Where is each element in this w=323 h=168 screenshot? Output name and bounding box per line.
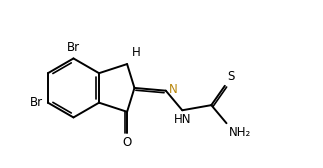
Text: H: H: [132, 46, 141, 59]
Text: S: S: [227, 70, 234, 83]
Text: NH₂: NH₂: [228, 126, 251, 139]
Text: Br: Br: [67, 40, 80, 54]
Text: O: O: [122, 136, 132, 149]
Text: HN: HN: [173, 113, 191, 126]
Text: N: N: [169, 83, 178, 96]
Text: Br: Br: [30, 96, 43, 109]
